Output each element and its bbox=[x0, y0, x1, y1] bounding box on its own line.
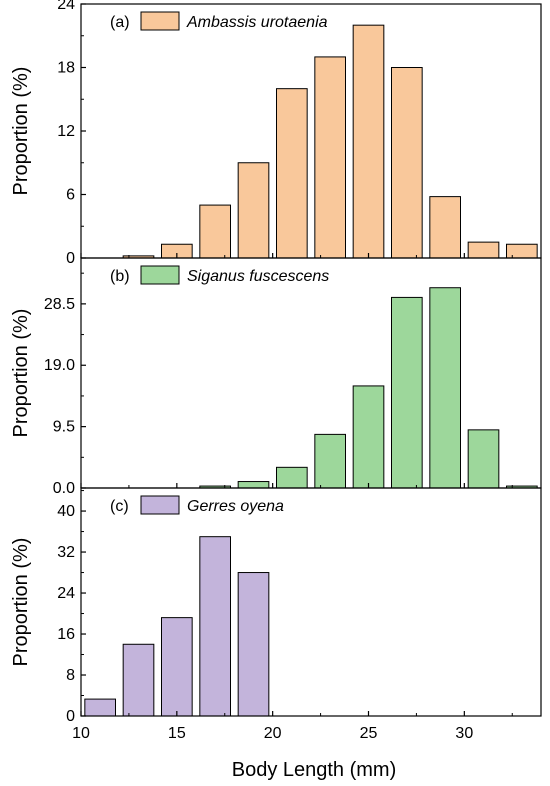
y-tick-label: 6 bbox=[66, 187, 75, 204]
y-tick-label: 32 bbox=[57, 544, 75, 561]
x-axis-title: Body Length (mm) bbox=[232, 759, 397, 781]
y-axis-title: Proportion (%) bbox=[10, 67, 32, 196]
y-tick-label: 24 bbox=[57, 0, 75, 13]
bar bbox=[161, 617, 193, 717]
bar bbox=[237, 162, 270, 259]
y-tick-label: 18 bbox=[57, 60, 75, 77]
bar bbox=[199, 204, 231, 259]
y-tick-label: 9.5 bbox=[53, 419, 75, 436]
y-tick-label: 24 bbox=[57, 585, 75, 602]
bar bbox=[237, 481, 270, 489]
panel-label: (c) bbox=[110, 498, 129, 515]
bar bbox=[276, 466, 308, 489]
plot-frame bbox=[80, 3, 542, 259]
legend-series-name: Siganus fuscescens bbox=[187, 268, 329, 285]
x-tick-labels: 10 15 20 25 30 bbox=[72, 725, 473, 742]
bar bbox=[199, 536, 231, 717]
bar bbox=[467, 429, 500, 489]
panel-c: 0 8 16 24 32 40 Proportion (%) (c) Gerres oyena bbox=[10, 487, 542, 725]
bar bbox=[352, 24, 385, 259]
bar bbox=[506, 243, 538, 259]
legend-swatch bbox=[140, 495, 180, 515]
bar bbox=[429, 196, 462, 259]
bar bbox=[352, 385, 385, 489]
legend-swatch bbox=[140, 11, 180, 31]
y-tick-label: 12 bbox=[57, 123, 75, 140]
panel-label: (b) bbox=[110, 268, 130, 285]
bar bbox=[467, 241, 500, 259]
bar bbox=[314, 433, 347, 489]
legend-series-name: Ambassis urotaenia bbox=[186, 14, 328, 31]
legend-swatch bbox=[140, 265, 180, 285]
x-tick-label: 30 bbox=[455, 725, 473, 742]
panel-a: 0 6 12 18 24 Proportion (%) (a) Ambassis urotae… bbox=[10, 0, 542, 267]
y-tick-label: 0 bbox=[66, 250, 75, 267]
x-tick-label: 15 bbox=[168, 725, 186, 742]
y-tick-label: 19.0 bbox=[44, 357, 75, 374]
bar bbox=[237, 572, 270, 717]
bar bbox=[391, 67, 423, 259]
bar bbox=[314, 56, 347, 259]
y-tick-label: 40 bbox=[57, 503, 75, 520]
x-tick-label: 10 bbox=[72, 725, 90, 742]
panel-label: (a) bbox=[110, 14, 130, 31]
y-tick-label: 0 bbox=[66, 708, 75, 725]
bar bbox=[391, 296, 423, 489]
bar bbox=[276, 88, 308, 259]
y-tick-label: 28.5 bbox=[44, 296, 75, 313]
y-tick-label: 0.0 bbox=[53, 480, 75, 497]
bar bbox=[429, 287, 462, 489]
y-axis-title: Proportion (%) bbox=[10, 309, 32, 438]
y-tick-label: 16 bbox=[57, 626, 75, 643]
x-tick-label: 20 bbox=[264, 725, 282, 742]
y-axis-title: Proportion (%) bbox=[10, 538, 32, 667]
bar bbox=[84, 698, 117, 717]
plot-frame bbox=[80, 487, 542, 717]
y-tick-label: 8 bbox=[66, 667, 75, 684]
panel-b: 0.0 9.5 19.0 28.5 Proportion (%) (b) Siganus f… bbox=[10, 257, 542, 497]
bar bbox=[122, 643, 155, 717]
x-tick-label: 25 bbox=[360, 725, 378, 742]
legend-series-name: Gerres oyena bbox=[187, 498, 284, 515]
